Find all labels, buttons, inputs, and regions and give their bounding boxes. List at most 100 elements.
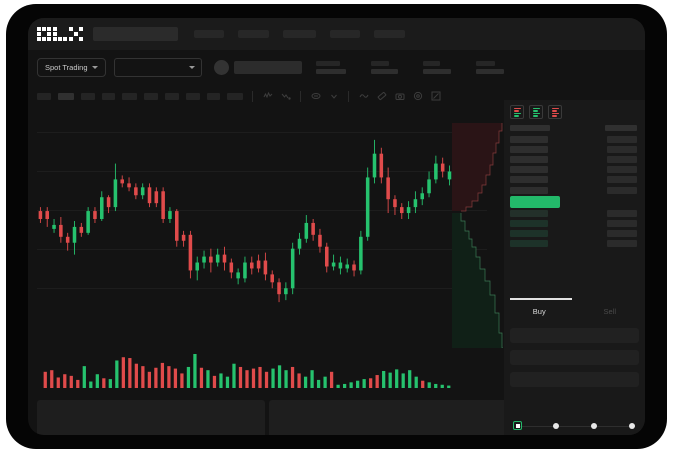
- order-amount: [607, 166, 637, 174]
- camera-icon[interactable]: [394, 91, 405, 102]
- order-amount: [607, 155, 637, 163]
- stat-label: [370, 61, 389, 66]
- interval-button-3[interactable]: [102, 92, 115, 100]
- order-price: [510, 240, 548, 248]
- stat-value: [315, 69, 346, 74]
- nav-item-list: [194, 30, 405, 38]
- depth-buy-icon[interactable]: [529, 105, 543, 119]
- market-stat-2: [422, 61, 451, 74]
- order-form-field-1[interactable]: [510, 350, 639, 365]
- mode-line: [551, 112, 559, 114]
- order-book-sell-row[interactable]: [510, 175, 637, 185]
- nav-item-3[interactable]: [330, 30, 360, 38]
- order-side-tabs: Buy Sell: [504, 298, 645, 324]
- order-price: [510, 145, 548, 153]
- order-book-buy-row[interactable]: [510, 218, 637, 228]
- wave-chart-icon[interactable]: [358, 91, 369, 102]
- mode-line: [532, 110, 538, 112]
- tab-sell[interactable]: Sell: [603, 306, 616, 316]
- pair-header-bar: Spot Trading: [28, 50, 645, 85]
- mode-line: [551, 115, 557, 117]
- nav-search-input[interactable]: [93, 27, 178, 41]
- last-price-value: [233, 61, 302, 74]
- price-chart[interactable]: [37, 118, 487, 318]
- order-book-rows: [504, 134, 645, 249]
- pair-selector-dropdown[interactable]: [113, 58, 202, 77]
- app-screen: Spot Trading: [28, 18, 645, 435]
- mode-line: [513, 107, 521, 109]
- order-amount: [607, 135, 637, 143]
- bottom-panel-0[interactable]: [37, 400, 265, 435]
- slider-handle[interactable]: [513, 421, 522, 430]
- mode-line: [551, 110, 557, 112]
- order-book-sell-row[interactable]: [510, 154, 637, 164]
- order-book-view-modes: [504, 100, 645, 119]
- order-amount: [607, 219, 637, 227]
- depth-both-icon[interactable]: [510, 105, 524, 119]
- slider-step-dot[interactable]: [553, 422, 559, 429]
- order-book-sell-row[interactable]: [510, 144, 637, 154]
- order-form-field-0[interactable]: [510, 328, 639, 343]
- order-price: [510, 135, 548, 143]
- interval-button-0[interactable]: [37, 92, 51, 100]
- interval-button-1[interactable]: [58, 92, 74, 100]
- order-amount: [607, 198, 637, 205]
- gridline: [37, 210, 487, 211]
- mode-line: [532, 112, 540, 114]
- settings-icon[interactable]: [412, 91, 423, 102]
- volume-bar-series: [43, 354, 451, 388]
- order-price: [510, 155, 548, 163]
- order-amount: [607, 145, 637, 153]
- interval-button-7[interactable]: [186, 92, 200, 100]
- fullscreen-icon[interactable]: [430, 91, 441, 102]
- indicator-icon[interactable]: [310, 91, 321, 102]
- slider-step-dot[interactable]: [629, 422, 635, 429]
- okx-logo-icon[interactable]: [37, 27, 83, 41]
- interval-button-6[interactable]: [165, 92, 179, 100]
- order-price: [510, 209, 548, 217]
- order-book-col-amount: [605, 125, 637, 131]
- nav-item-0[interactable]: [194, 30, 224, 38]
- gridline: [37, 171, 487, 172]
- ruler-icon[interactable]: [376, 91, 387, 102]
- active-side-indicator: [510, 298, 572, 300]
- trading-mode-dropdown[interactable]: Spot Trading: [37, 58, 106, 77]
- order-book-buy-row[interactable]: [510, 208, 637, 218]
- order-amount: [607, 176, 637, 184]
- order-amount-slider[interactable]: [512, 420, 640, 434]
- order-book-sell-row[interactable]: [510, 185, 637, 195]
- tab-buy[interactable]: Buy: [532, 306, 546, 316]
- order-price: [510, 186, 548, 194]
- chevron-down-icon[interactable]: [328, 91, 339, 102]
- interval-button-4[interactable]: [122, 92, 137, 100]
- slider-track: [517, 426, 635, 427]
- depth-area-series: [452, 123, 503, 348]
- order-book-sell-row[interactable]: [510, 134, 637, 144]
- chevron-down-icon: [188, 66, 195, 69]
- order-book-sell-row[interactable]: [510, 165, 637, 175]
- mode-line: [551, 107, 559, 109]
- nav-item-2[interactable]: [283, 30, 316, 38]
- interval-button-9[interactable]: [227, 92, 243, 100]
- order-amount: [607, 240, 637, 248]
- toolbar-divider: [348, 90, 349, 102]
- line-chart-icon[interactable]: [280, 91, 291, 102]
- mode-line: [532, 107, 540, 109]
- order-price: [510, 166, 548, 174]
- order-amount: [607, 186, 637, 194]
- order-form-field-2[interactable]: [510, 372, 639, 387]
- order-book-last-price-row[interactable]: [510, 195, 637, 208]
- mode-line: [532, 115, 538, 117]
- order-book-buy-row[interactable]: [510, 239, 637, 249]
- interval-button-5[interactable]: [144, 92, 158, 100]
- market-stat-3: [475, 61, 504, 74]
- interval-button-2[interactable]: [81, 92, 95, 100]
- nav-item-4[interactable]: [374, 30, 405, 38]
- chevron-down-icon: [91, 66, 98, 69]
- depth-sell-icon[interactable]: [548, 105, 562, 119]
- candle-chart-icon[interactable]: [262, 91, 273, 102]
- interval-button-8[interactable]: [207, 92, 220, 100]
- nav-item-1[interactable]: [238, 30, 269, 38]
- order-book-buy-row[interactable]: [510, 229, 637, 239]
- slider-step-dot[interactable]: [591, 422, 597, 429]
